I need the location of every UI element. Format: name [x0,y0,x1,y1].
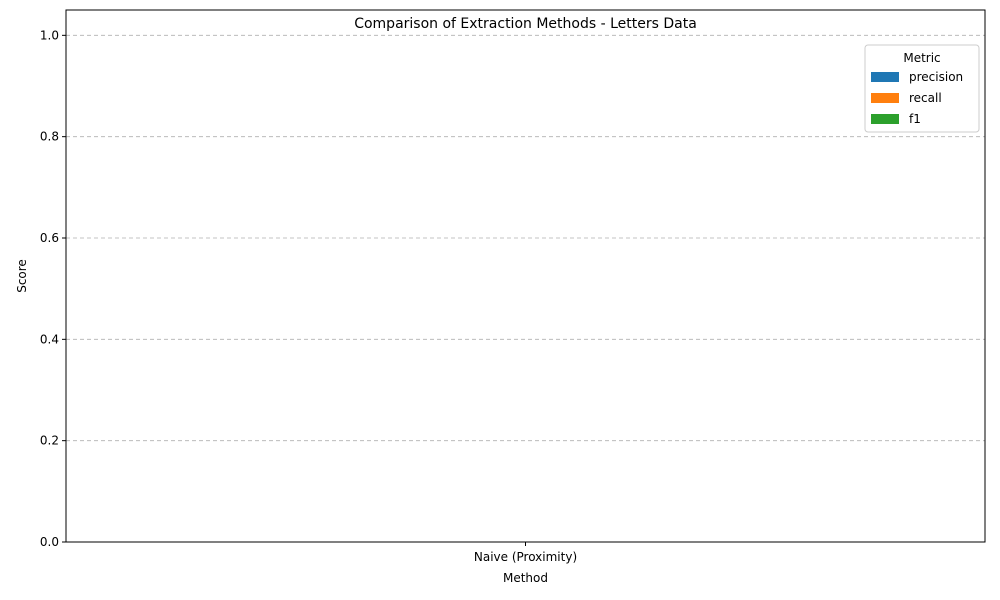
x-axis-label: Method [503,571,548,585]
legend: Metric precision recall f1 [864,44,980,133]
y-tick-label: 0.2 [40,434,59,448]
legend-label-f1: f1 [909,112,921,126]
legend-title: Metric [903,51,940,65]
y-axis-label: Score [15,259,29,293]
y-tick-label: 1.0 [40,28,59,42]
grid-lines [66,34,985,543]
x-axis-ticks: Naive (Proximity) [474,542,577,564]
chart-title: Comparison of Extraction Methods - Lette… [354,16,697,32]
legend-swatch-recall [871,93,899,103]
y-tick-label: 0.4 [40,332,59,346]
legend-swatch-f1 [871,114,899,124]
plot-frame [65,9,986,543]
legend-items: precision recall f1 [871,70,963,126]
y-axis-ticks: 0.0 0.2 0.4 0.6 0.8 1.0 [40,28,66,549]
legend-label-recall: recall [909,91,942,105]
y-tick-label: 0.0 [40,535,59,549]
y-tick-label: 0.8 [40,130,59,144]
y-tick-label: 0.6 [40,231,59,245]
legend-frame [864,44,980,133]
legend-label-precision: precision [909,70,963,84]
legend-swatch-precision [871,72,899,82]
x-tick-label: Naive (Proximity) [474,550,577,564]
